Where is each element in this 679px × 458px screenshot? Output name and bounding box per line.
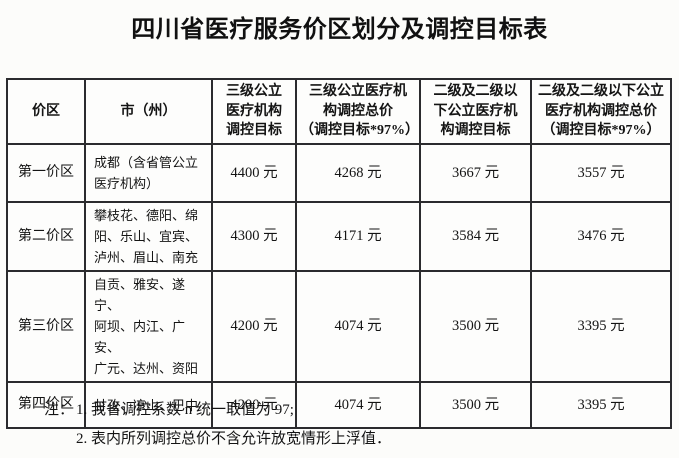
header-tier2-control-total-price: 二级及二级以下公立 医疗机构调控总价 （调控目标*97%） — [530, 78, 672, 145]
zone-cities: 自贡、雅安、遂宁、 阿坝、内江、广安、 广元、达州、资阳 — [84, 269, 213, 384]
tier2-total-price-value: 3476 元 — [530, 200, 672, 272]
footnote-1: 注： 1. 我省调控系数 n 统一取值为 97; — [44, 401, 391, 420]
tier2-total-price-value: 3557 元 — [530, 142, 672, 203]
header-city-prefecture: 市（州） — [84, 78, 213, 145]
zone-name: 第三价区 — [6, 269, 86, 384]
footnote-2: 2. 表内所列调控总价不含允许放宽情形上浮值． — [44, 430, 391, 449]
tier2-total-price-value: 3395 元 — [530, 269, 672, 384]
tier3-target-value: 4200 元 — [211, 381, 297, 430]
table-row-zone-4: 第四价区 甘孜、凉山、巴中 4200 元 4074 元 3500 元 3395 … — [6, 381, 672, 430]
zone-cities: 甘孜、凉山、巴中 — [84, 381, 213, 430]
table-header-row: 价区 市（州） 三级公立 医疗机构 调控目标 三级公立医疗机 构调控总价 （调控… — [6, 78, 672, 145]
table-row-zone-3: 第三价区 自贡、雅安、遂宁、 阿坝、内江、广安、 广元、达州、资阳 4200 元… — [6, 269, 672, 384]
tier3-total-price-value: 4074 元 — [295, 269, 421, 384]
document-title: 四川省医疗服务价区划分及调控目标表 — [131, 17, 548, 43]
table-row-zone-1: 第一价区 成都（含省管公立 医疗机构） 4400 元 4268 元 3667 元… — [6, 142, 672, 203]
zone-cities: 攀枝花、德阳、绵 阳、乐山、宜宾、 泸州、眉山、南充 — [84, 200, 213, 272]
footnote-2-text: 2. 表内所列调控总价不含允许放宽情形上浮值． — [76, 431, 392, 447]
footnotes-section: 注： 1. 我省调控系数 n 统一取值为 97; 2. 表内所列调控总价不含允许放… — [44, 401, 391, 449]
tier2-target-value: 3667 元 — [419, 142, 532, 203]
zone-cities: 成都（含省管公立 医疗机构） — [84, 142, 213, 203]
zone-name: 第二价区 — [6, 200, 86, 272]
table-row-zone-2: 第二价区 攀枝花、德阳、绵 阳、乐山、宜宾、 泸州、眉山、南充 4300 元 4… — [6, 200, 672, 272]
header-price-zone: 价区 — [6, 78, 86, 145]
zone-name: 第一价区 — [6, 142, 86, 203]
header-tier2-control-target: 二级及二级以 下公立医疗机 构调控目标 — [419, 78, 532, 145]
footnote-prefix: 注： — [44, 402, 75, 418]
tier3-total-price-value: 4171 元 — [295, 200, 421, 272]
tier2-target-value: 3500 元 — [419, 381, 532, 430]
tier3-total-price-value: 4074 元 — [295, 381, 421, 430]
price-zone-table: 价区 市（州） 三级公立 医疗机构 调控目标 三级公立医疗机 构调控总价 （调控… — [6, 78, 672, 430]
tier2-target-value: 3500 元 — [419, 269, 532, 384]
tier3-target-value: 4200 元 — [211, 269, 297, 384]
tier2-total-price-value: 3395 元 — [530, 381, 672, 430]
tier3-target-value: 4300 元 — [211, 200, 297, 272]
tier2-target-value: 3584 元 — [419, 200, 532, 272]
header-tier3-control-total-price: 三级公立医疗机 构调控总价 （调控目标*97%） — [295, 78, 421, 145]
header-tier3-control-target: 三级公立 医疗机构 调控目标 — [211, 78, 297, 145]
tier3-target-value: 4400 元 — [211, 142, 297, 203]
tier3-total-price-value: 4268 元 — [295, 142, 421, 203]
footnote-1-text: 1. 我省调控系数 n 统一取值为 97; — [76, 402, 294, 418]
zone-name: 第四价区 — [6, 381, 86, 430]
